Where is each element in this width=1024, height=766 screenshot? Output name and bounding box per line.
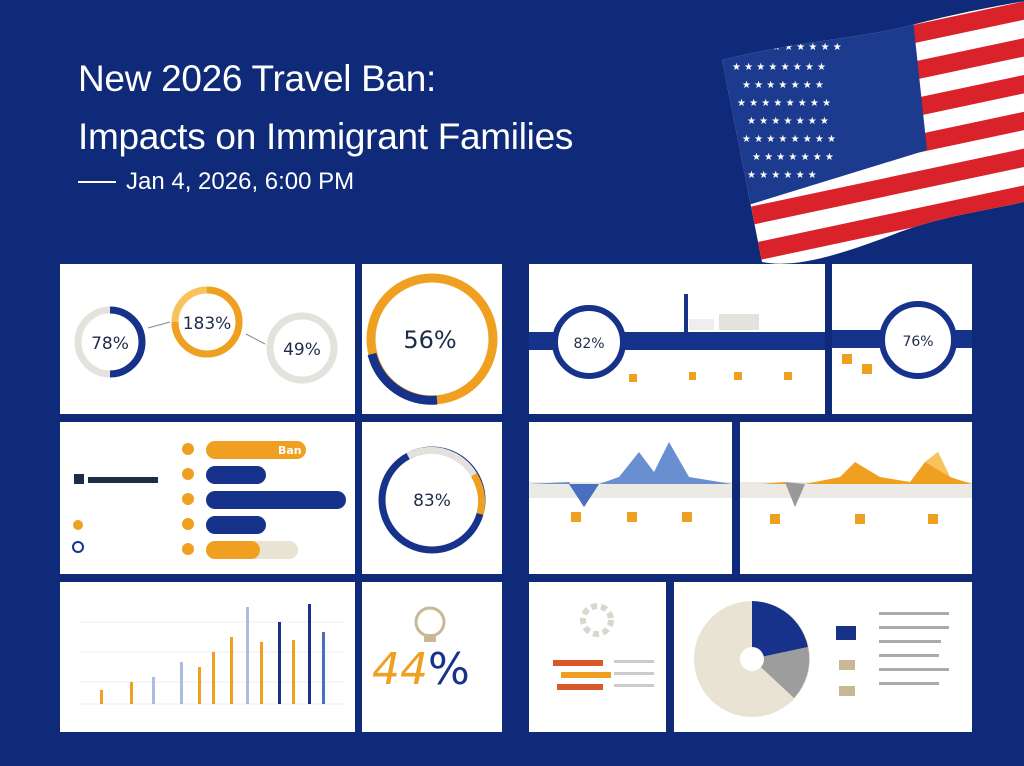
svg-text:★ ★ ★ ★ ★ ★ ★ ★: ★ ★ ★ ★ ★ ★ ★ ★ <box>737 98 831 109</box>
big-percent-sign: % <box>428 644 470 695</box>
svg-text:★ ★ ★ ★ ★ ★ ★: ★ ★ ★ ★ ★ ★ ★ <box>747 116 829 127</box>
orange-wave-panel <box>740 422 972 574</box>
donut-left-arc <box>109 306 146 378</box>
vertical-bars-panel <box>60 582 355 732</box>
svg-text:★ ★ ★ ★ ★ ★ ★ ★: ★ ★ ★ ★ ★ ★ ★ ★ <box>732 62 826 73</box>
date-dash <box>78 181 116 183</box>
page-title-line-2: Impacts on Immigrant Families <box>78 116 574 157</box>
donut-left-label: 78% <box>91 334 129 354</box>
svg-text:★ ★ ★ ★ ★ ★ ★: ★ ★ ★ ★ ★ ★ ★ <box>752 152 834 163</box>
bar-list-panel <box>529 582 666 732</box>
award-badge-icon <box>414 606 446 642</box>
big-percent-number: 44 <box>372 644 428 695</box>
donut-flow-panel: 78% 183% 49% <box>60 264 355 414</box>
svg-text:★ ★ ★ ★ ★ ★: ★ ★ ★ ★ ★ ★ <box>747 170 817 181</box>
donut-medium-panel: 83% <box>362 422 502 574</box>
donut-center-label: 183% <box>183 314 232 334</box>
timeline-panel: 82% <box>529 264 825 414</box>
publish-date: Jan 4, 2026, 6:00 PM <box>78 168 354 196</box>
donut-large-panel: 56% <box>362 264 502 414</box>
top-bar-label: Ban <box>278 444 302 457</box>
blue-wave-panel <box>529 422 732 574</box>
big-percent: 44% <box>372 644 470 695</box>
vertical-bars <box>100 604 325 704</box>
svg-text:★ ★ ★ ★ ★ ★ ★: ★ ★ ★ ★ ★ ★ ★ <box>742 80 824 91</box>
pie-panel <box>674 582 972 732</box>
horizontal-bars-panel: Ban <box>60 422 355 574</box>
us-flag-icon: ★ ★ ★ ★ ★ ★ ★ ★ ★ ★ ★ ★ ★ ★ ★ ★ ★ ★ ★ ★ … <box>722 0 1024 264</box>
publish-date-text: Jan 4, 2026, 6:00 PM <box>126 168 355 195</box>
svg-text:★ ★ ★ ★ ★ ★ ★ ★: ★ ★ ★ ★ ★ ★ ★ ★ <box>742 134 836 145</box>
page-title-line-1: New 2026 Travel Ban: <box>78 58 437 99</box>
page-title: New 2026 Travel Ban: Impacts on Immigran… <box>78 50 573 166</box>
donut-right-label: 49% <box>283 340 321 360</box>
gauge-right-panel: 76% <box>832 264 972 414</box>
svg-text:★ ★ ★ ★ ★ ★: ★ ★ ★ ★ ★ ★ <box>772 42 842 53</box>
timeline-gauge-label: 82% <box>573 336 604 352</box>
big-percent-panel: 44% <box>362 582 502 732</box>
donut-large-label: 56% <box>403 326 456 354</box>
donut-medium-label: 83% <box>413 491 451 511</box>
gauge-right-label: 76% <box>902 334 933 350</box>
